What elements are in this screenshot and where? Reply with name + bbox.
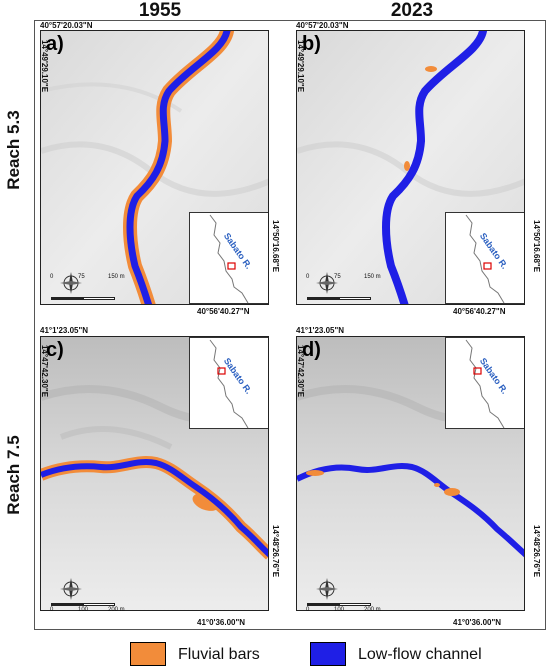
scale-label-0: 0 (50, 274, 54, 280)
low-flow-channel-d (297, 463, 524, 558)
map-panel-a: a) Sabato R. (40, 30, 269, 305)
coord-bottom-a: 40°56'40.27"N (197, 307, 250, 316)
scale-label-mid: 75 (78, 274, 85, 280)
column-title-1955: 1955 (138, 0, 182, 21)
scale-label-end: 150 m (108, 274, 125, 280)
fluvial-bar-d-2 (444, 488, 460, 496)
scale-label-mid: 100 (334, 607, 345, 613)
row-title-reach-5-3: Reach 5.3 (4, 110, 23, 190)
legend-label-low-flow-channel: Low-flow channel (358, 646, 482, 663)
scale-label-end: 150 m (364, 274, 381, 280)
coord-bottom-d: 41°0'36.00"N (453, 618, 502, 627)
coord-left-a: 14°49'29.10"E (40, 40, 49, 93)
inset-river-d (465, 339, 505, 429)
north-arrow-icon (60, 578, 82, 600)
map-panel-b: b) Sabato R. (296, 30, 525, 305)
location-inset-b: Sabato R. (445, 212, 524, 304)
figure-frame (34, 20, 546, 630)
coord-right-a: 14°50'16.68"E (271, 220, 280, 273)
north-arrow-icon (316, 578, 338, 600)
coord-right-d: 14°48'26.76"E (532, 525, 541, 578)
panel-letter-d: d) (302, 339, 321, 361)
coord-left-b: 14°49'29.10"E (296, 40, 305, 93)
inset-river-c (209, 339, 249, 429)
inset-river-b (465, 214, 505, 304)
coord-right-b: 14°50'16.68"E (532, 220, 541, 273)
legend-swatch-fluvial-bars (130, 642, 166, 666)
panel-letter-c: c) (46, 339, 64, 361)
low-flow-channel-c (41, 459, 268, 558)
coord-top-d: 41°1'23.05"N (296, 326, 345, 335)
coord-bottom-b: 40°56'40.27"N (453, 307, 506, 316)
scale-label-end: 200 m (364, 607, 381, 613)
low-flow-channel-b (382, 31, 487, 304)
location-inset-c: Sabato R. (189, 337, 268, 429)
low-flow-channel-a (126, 31, 231, 304)
coord-top-c: 41°1'23.05"N (40, 326, 89, 335)
coord-right-c: 14°48'26.76"E (271, 525, 280, 578)
location-inset-d: Sabato R. (445, 337, 524, 429)
coord-left-d: 14°47'42.30"E (296, 345, 305, 398)
fluvial-bar-d-3 (434, 483, 440, 487)
map-panel-d: d) Sabato R. (296, 336, 525, 611)
scale-label-mid: 75 (334, 274, 341, 280)
scale-label-mid: 100 (78, 607, 89, 613)
scale-label-0: 0 (50, 607, 54, 613)
north-arrow-icon (316, 272, 338, 294)
scale-label-0: 0 (306, 607, 310, 613)
map-panel-c: c) Sabato R. (40, 336, 269, 611)
coord-left-c: 14°47'42.30"E (40, 345, 49, 398)
coord-bottom-c: 41°0'36.00"N (197, 618, 246, 627)
panel-letter-b: b) (302, 33, 321, 55)
row-title-reach-7-5: Reach 7.5 (4, 435, 23, 515)
fluvial-bar-b-2 (404, 161, 410, 171)
coord-top-b: 40°57'20.03"N (296, 21, 349, 30)
fluvial-bar-b-1 (425, 66, 437, 72)
panel-letter-a: a) (46, 33, 64, 55)
coord-top-a: 40°57'20.03"N (40, 21, 93, 30)
scale-label-0: 0 (306, 274, 310, 280)
location-inset-a: Sabato R. (189, 212, 268, 304)
inset-river-a (209, 214, 249, 304)
fluvial-bar-d-1 (306, 470, 324, 476)
north-arrow-icon (60, 272, 82, 294)
scale-label-end: 200 m (108, 607, 125, 613)
legend: Fluvial bars Low-flow channel (0, 640, 550, 668)
legend-label-fluvial-bars: Fluvial bars (178, 646, 260, 663)
column-title-2023: 2023 (390, 0, 434, 21)
legend-swatch-low-flow-channel (310, 642, 346, 666)
